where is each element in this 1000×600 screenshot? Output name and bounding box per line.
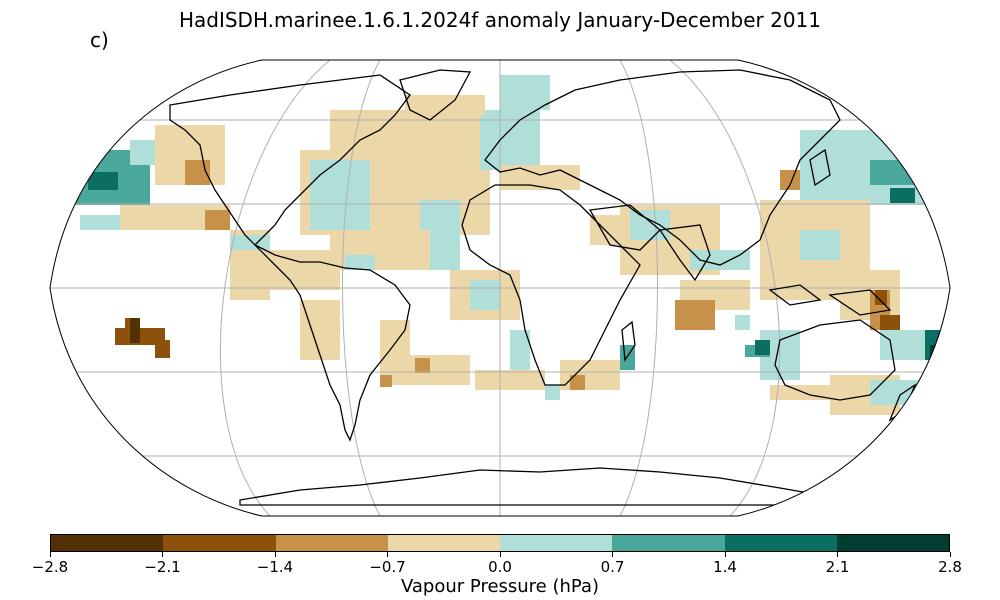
colorbar-segment [163,535,276,551]
colorbar-tick [949,552,951,557]
colorbar-tick [724,552,726,557]
colorbar-tick [837,552,838,557]
colorbar-tick-label: −1.4 [256,558,294,576]
map-title: HadISDH.marinee.1.6.1.2024f anomaly Janu… [178,8,822,32]
colorbar-segment [500,535,613,551]
panel-label: c) [90,28,109,52]
colorbar-tick [274,552,276,557]
colorbar [50,534,950,552]
colorbar-label: Vapour Pressure (hPa) [400,576,600,597]
colorbar-tick [612,552,613,557]
colorbar-tick-label: 1.4 [713,558,737,576]
colorbar-tick-label: −2.8 [31,558,69,576]
colorbar-tick-label: 0.0 [488,558,512,576]
colorbar-tick-label: 2.1 [825,558,850,576]
anomaly-grid [70,75,950,415]
colorbar-tick-label: −0.7 [369,558,406,576]
colorbar-tick [499,552,501,557]
colorbar-tick [49,552,51,557]
colorbar-tick-label: −2.1 [144,558,181,576]
robinson-map [49,59,951,517]
colorbar-ticks: −2.8 −2.1 −1.4 −0.7 0.0 0.7 1.4 2.1 2.8 [0,552,1000,592]
colorbar-segment [275,535,388,551]
colorbar-tick-label: 2.8 [938,558,962,576]
globe-outline [49,59,951,517]
colorbar-segment [387,535,500,551]
colorbar-segment [724,535,837,551]
colorbar-segment [51,535,164,551]
colorbar-tick-label: 0.7 [600,558,625,576]
colorbar-segment [612,535,725,551]
colorbar-segment [836,535,949,551]
colorbar-tick [162,552,163,557]
colorbar-tick [387,552,388,557]
graticule [50,60,950,516]
